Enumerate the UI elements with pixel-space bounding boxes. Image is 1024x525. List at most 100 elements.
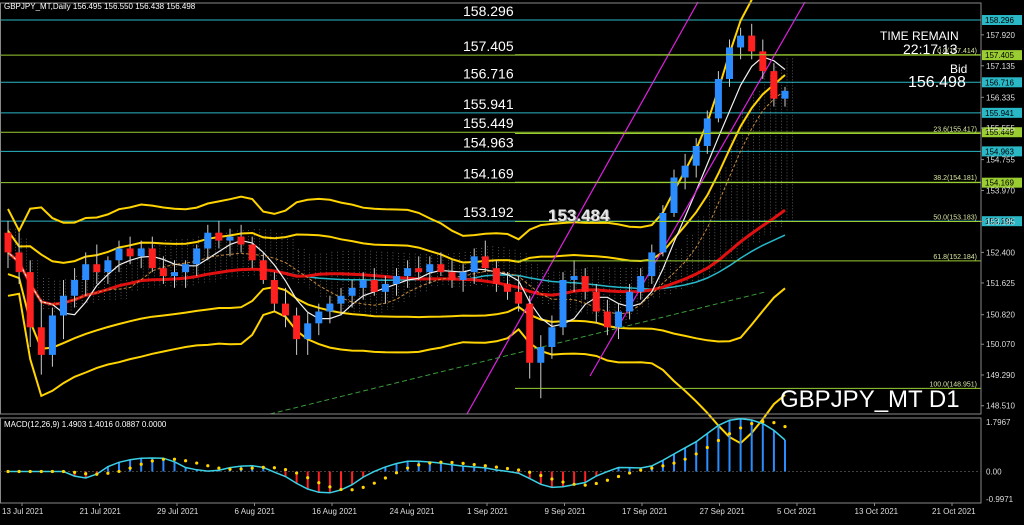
signal-dot <box>39 469 43 474</box>
ma-dashed <box>7 90 786 315</box>
signal-dot <box>650 466 654 470</box>
signal-dot <box>161 457 165 461</box>
level-axis-label: 158.296 <box>985 16 1014 25</box>
candle-body <box>637 276 645 292</box>
trend-dashed <box>269 291 766 415</box>
signal-dot <box>150 459 154 463</box>
candle-body <box>615 311 622 328</box>
signal-dot <box>505 466 510 471</box>
x-tick-label: 21 Oct 2021 <box>932 507 976 516</box>
price-tick-label: 156.335 <box>986 93 1015 102</box>
signal-dot <box>417 463 421 467</box>
fib-label: 50.0(153.183) <box>933 215 977 222</box>
signal-dot <box>494 465 498 469</box>
x-tick-label: 17 Sep 2021 <box>622 507 668 516</box>
signal-dot <box>550 477 554 481</box>
candle-body <box>248 244 256 261</box>
x-tick-label: 21 Jul 2021 <box>80 507 122 516</box>
candle-body <box>359 279 367 288</box>
center-price-label: 153.484 <box>548 206 610 225</box>
signal-dot <box>17 469 21 474</box>
channel-line-left <box>466 1 699 415</box>
signal-dot <box>50 469 55 474</box>
candle-body <box>692 145 700 166</box>
signal-dot <box>750 421 754 426</box>
level-axis-tag <box>982 127 1022 138</box>
candle-body <box>759 51 767 72</box>
candle-body <box>204 232 212 249</box>
candle-body <box>537 346 545 363</box>
fib-label: 38.2(154.181) <box>933 175 977 182</box>
level-axis-tag <box>982 50 1022 61</box>
level-label: 157.405 <box>463 38 514 54</box>
signal-dot <box>561 480 565 484</box>
signal-dot <box>372 481 376 485</box>
candle-body <box>337 295 345 304</box>
signal-dot <box>139 462 143 466</box>
signal-dot <box>361 485 365 489</box>
signal-dot <box>472 462 476 467</box>
candle-body <box>48 315 56 355</box>
price-tick-label: 150.070 <box>986 340 1015 349</box>
candle-body <box>659 212 667 253</box>
signal-dot <box>261 465 265 469</box>
signal-dot <box>450 460 454 465</box>
signal-dot <box>705 445 709 450</box>
candle-body <box>26 272 34 328</box>
time-remain-label: TIME REMAIN <box>880 29 959 43</box>
price-tick-label: 148.510 <box>986 402 1015 411</box>
price-tick-label: 151.625 <box>986 279 1015 288</box>
candle-body <box>681 165 689 178</box>
signal-dot <box>616 474 621 479</box>
candle-body <box>504 283 511 292</box>
x-tick-label: 27 Sep 2021 <box>700 507 746 516</box>
signal-dot <box>461 461 465 465</box>
x-tick-label: 5 Oct 2021 <box>777 507 817 516</box>
signal-dot <box>394 471 399 475</box>
x-tick-label: 9 Sep 2021 <box>545 507 586 516</box>
x-tick-label: 13 Oct 2021 <box>855 507 899 516</box>
price-tick-label: 152.400 <box>986 248 1015 257</box>
candle-body <box>326 303 334 312</box>
signal-dot <box>128 466 132 470</box>
signal-dot <box>528 470 532 474</box>
signal-dot <box>439 460 443 464</box>
level-axis-tag <box>982 177 1022 188</box>
candle-body <box>648 252 656 277</box>
level-label: 158.296 <box>463 3 514 19</box>
macd-line <box>8 418 786 494</box>
level-axis-tag <box>982 216 1022 227</box>
level-axis-tag <box>982 77 1022 88</box>
candle-body <box>348 287 356 296</box>
signal-dot <box>61 469 66 474</box>
price-tick-label: 149.290 <box>986 371 1015 380</box>
candle-body <box>215 232 223 241</box>
level-axis-tag <box>982 15 1022 26</box>
candle-body <box>515 291 523 304</box>
candle-body <box>159 268 167 277</box>
candle-body <box>293 315 301 340</box>
signal-dot <box>283 467 288 472</box>
candle-body <box>71 279 79 296</box>
macd-tick-label: 0.00 <box>986 467 1002 476</box>
candle-body <box>15 252 23 273</box>
level-label: 155.449 <box>463 115 514 131</box>
price-panel-frame <box>0 2 982 415</box>
signal-dot <box>195 461 199 465</box>
candle-body <box>259 260 267 280</box>
signal-dot <box>772 421 776 425</box>
candle-body <box>626 291 634 312</box>
symbol-label: GBPJPY_MT D1 <box>780 386 960 413</box>
candle-body <box>592 291 600 312</box>
candle-body <box>559 279 567 328</box>
x-tick-label: 13 Jul 2021 <box>2 507 44 516</box>
chart-header: GBPJPY_MT,Daily 156.495 156.550 156.438 … <box>4 2 196 11</box>
candle-body <box>182 264 190 273</box>
candle-body <box>492 268 500 284</box>
candle-body <box>781 90 789 99</box>
signal-dot <box>117 469 121 474</box>
candle-body <box>148 248 156 269</box>
fib-label: 100.0(148.951) <box>930 381 977 388</box>
band-upper-inner <box>7 74 786 264</box>
